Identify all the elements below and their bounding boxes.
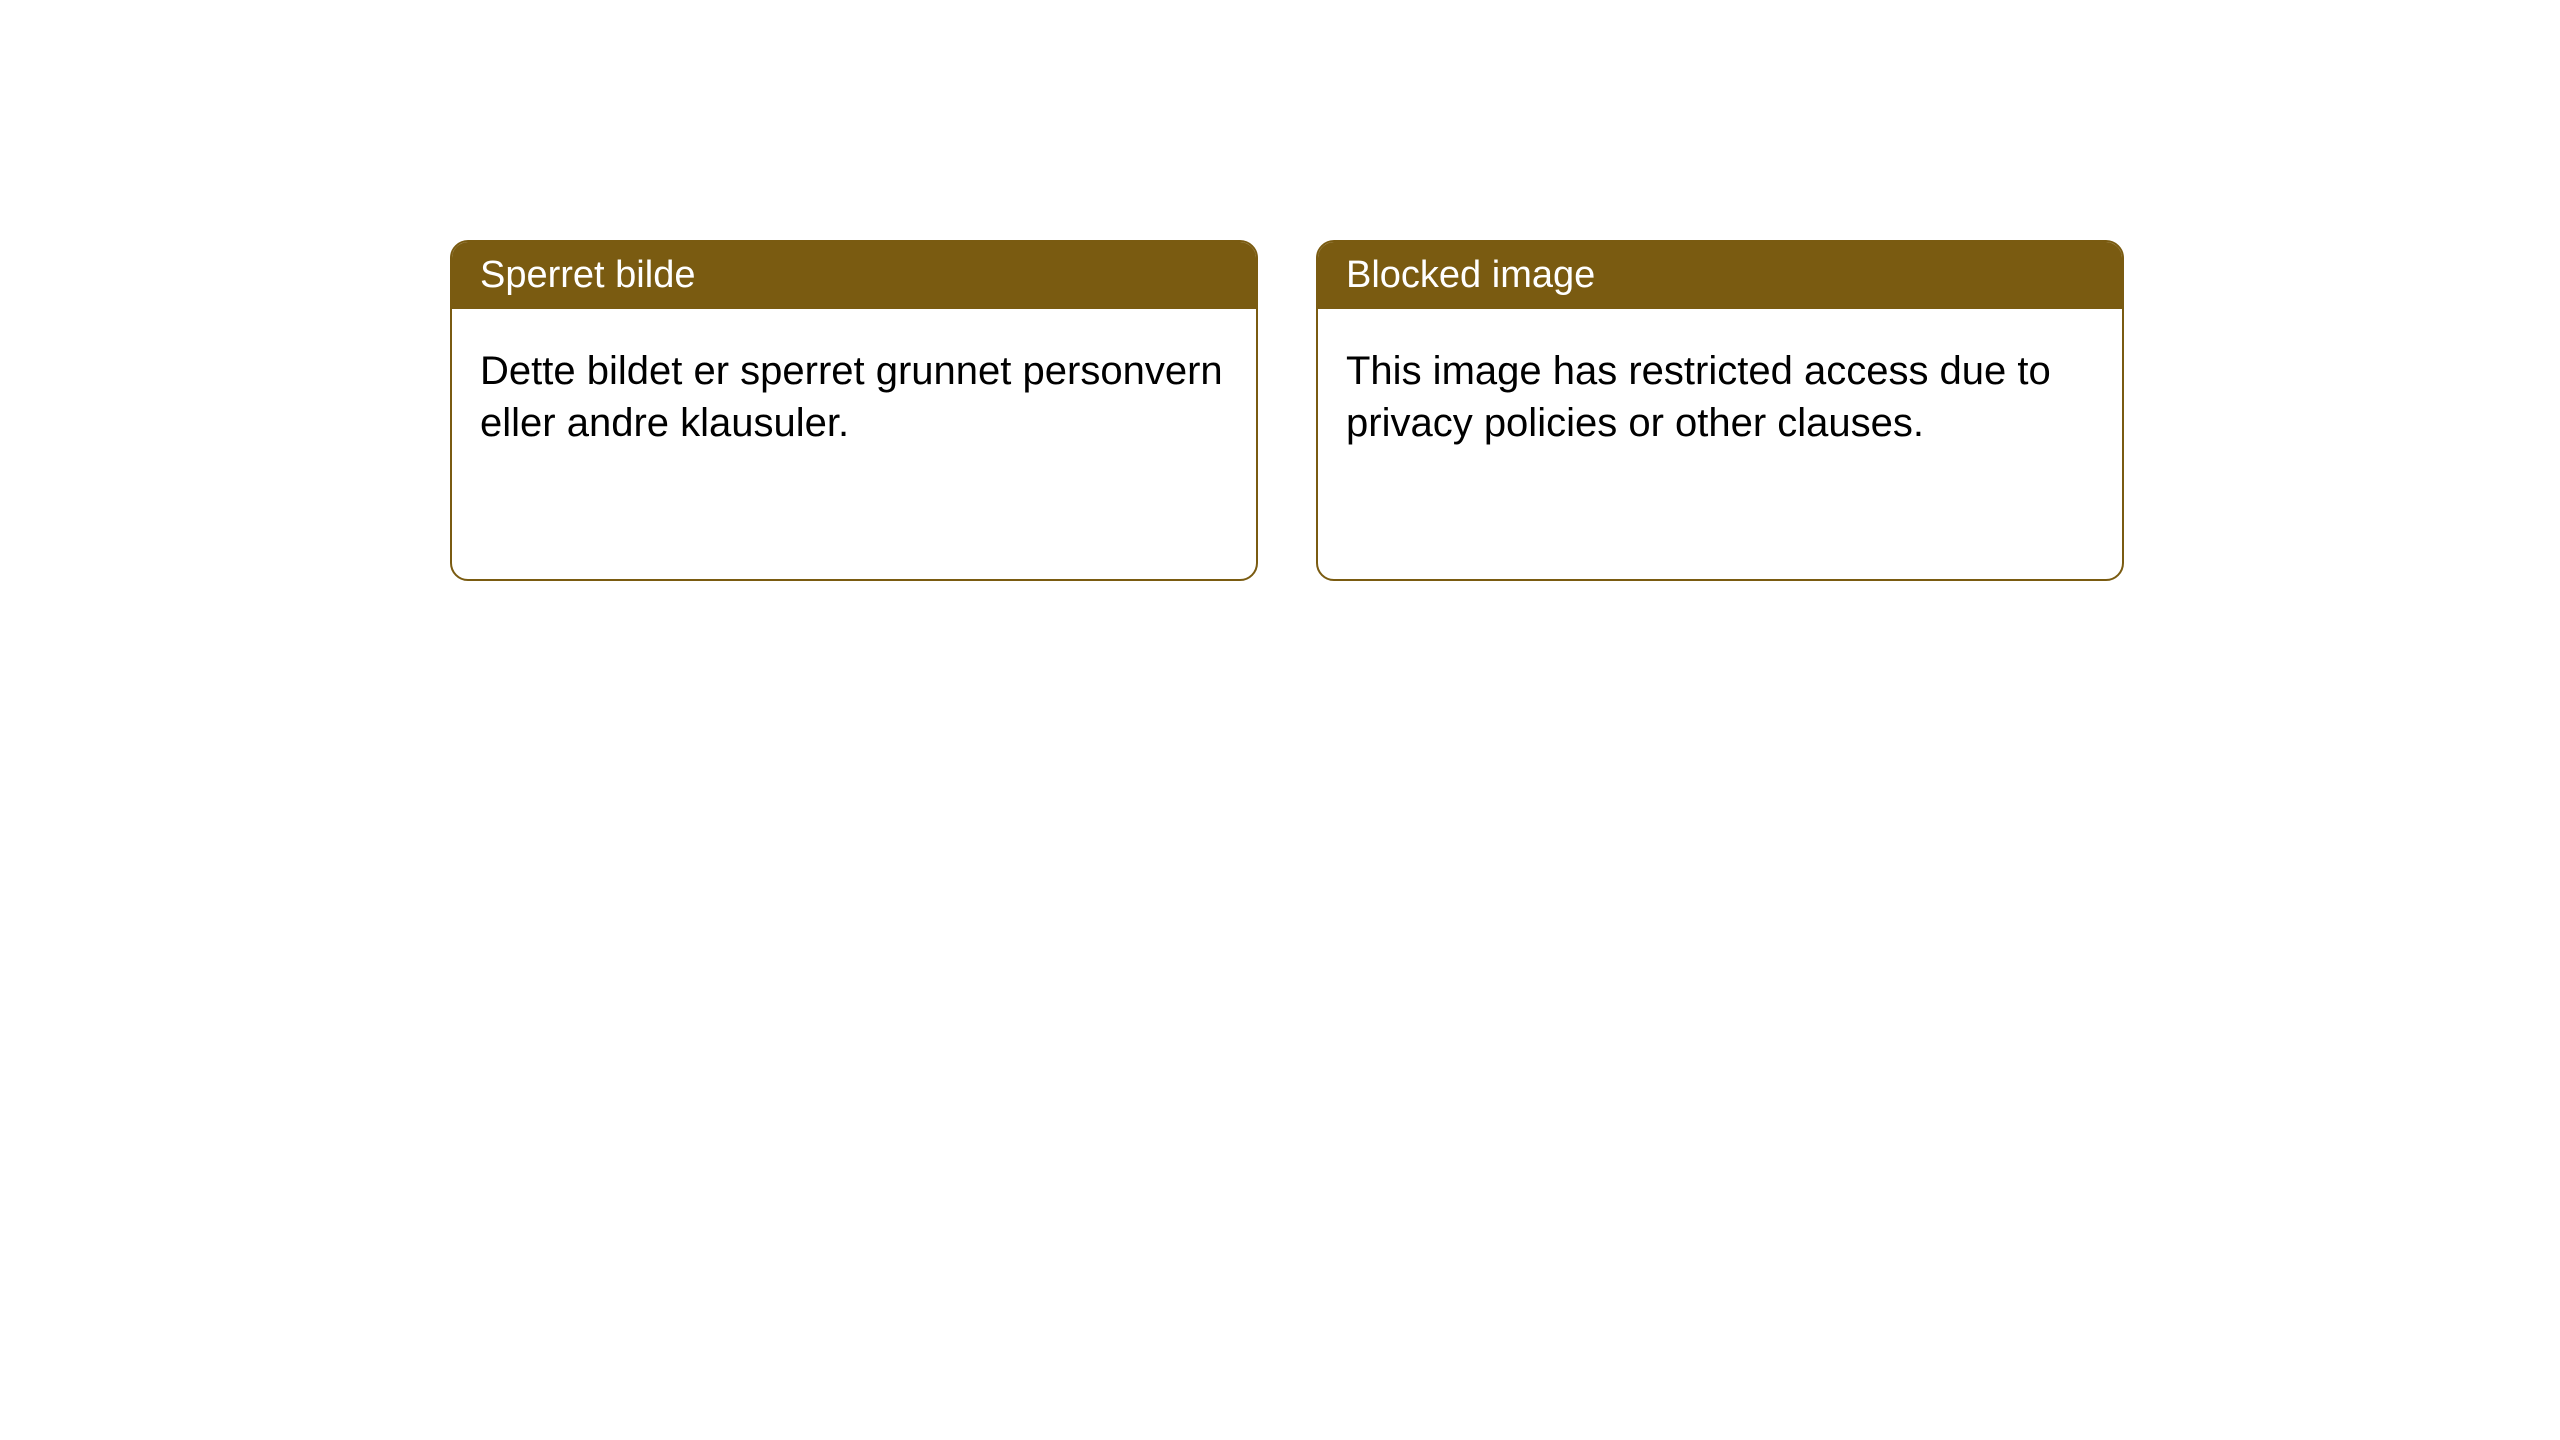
notice-card-english: Blocked image This image has restricted …	[1316, 240, 2124, 581]
notice-card-norwegian: Sperret bilde Dette bildet er sperret gr…	[450, 240, 1258, 581]
card-header: Blocked image	[1318, 242, 2122, 309]
card-body-text: This image has restricted access due to …	[1346, 349, 2051, 445]
notice-container: Sperret bilde Dette bildet er sperret gr…	[450, 240, 2124, 581]
card-body-text: Dette bildet er sperret grunnet personve…	[480, 349, 1223, 445]
card-header: Sperret bilde	[452, 242, 1256, 309]
card-body: Dette bildet er sperret grunnet personve…	[452, 309, 1256, 579]
card-body: This image has restricted access due to …	[1318, 309, 2122, 579]
card-title: Sperret bilde	[480, 254, 695, 296]
card-title: Blocked image	[1346, 254, 1595, 296]
